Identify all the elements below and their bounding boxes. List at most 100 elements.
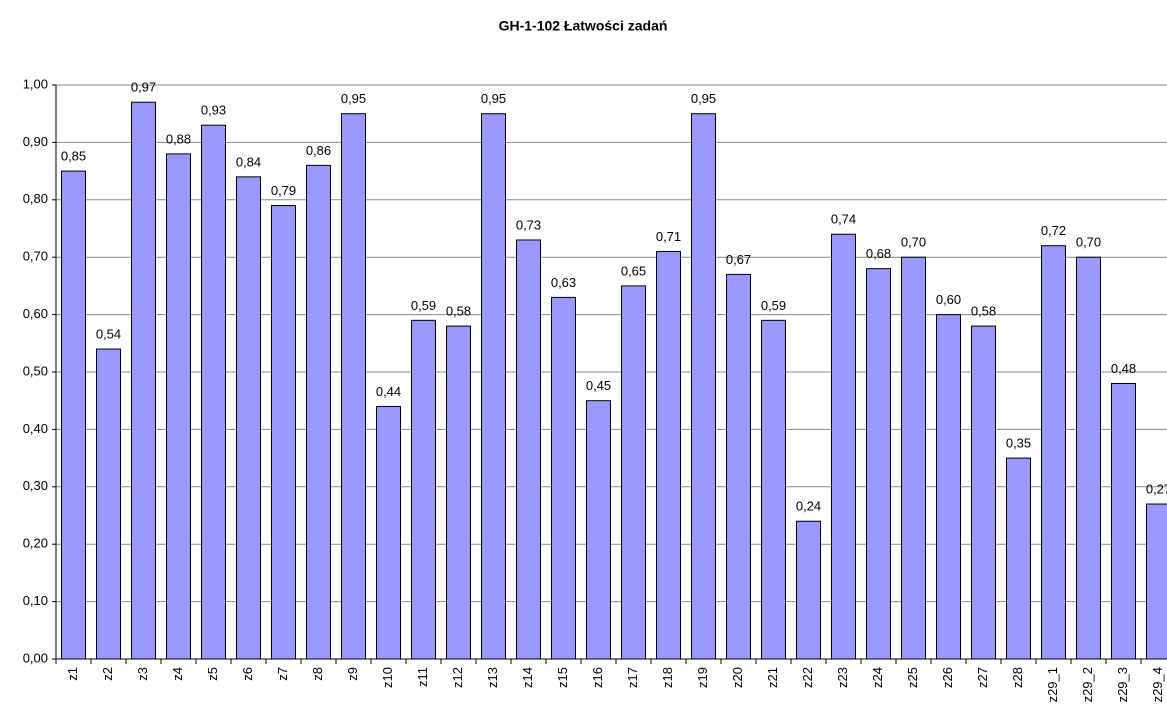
data-label: 0,73	[516, 217, 541, 232]
data-label: 0,24	[796, 499, 821, 514]
bar	[61, 170, 86, 660]
bar	[96, 348, 121, 660]
x-tick-label: z15	[555, 667, 570, 688]
bar	[656, 250, 681, 660]
bar	[586, 400, 611, 660]
bar	[166, 153, 191, 660]
bar	[411, 319, 436, 660]
y-tick-label: 0,60	[23, 306, 48, 321]
bar	[1041, 245, 1066, 660]
bar	[201, 124, 226, 660]
bar	[1006, 457, 1031, 660]
data-label: 0,95	[691, 91, 716, 106]
bar	[341, 113, 366, 660]
x-tick-label: z2	[100, 667, 115, 681]
x-tick-label: z26	[940, 667, 955, 688]
chart-title: GH-1-102 Łatwości zadań	[499, 18, 668, 34]
x-tick-label: z29_4	[1150, 667, 1165, 702]
x-tick-label: z29_3	[1115, 667, 1130, 702]
data-label: 0,63	[551, 275, 576, 290]
y-tick-label: 0,30	[23, 478, 48, 493]
data-label: 0,58	[971, 304, 996, 319]
x-tick-label: z8	[310, 667, 325, 681]
x-tick-label: z29_1	[1045, 667, 1060, 702]
x-tick-label: z20	[730, 667, 745, 688]
bar	[271, 205, 296, 660]
x-tick-label: z21	[765, 667, 780, 688]
x-tick-label: z10	[380, 667, 395, 688]
bar	[516, 239, 541, 660]
data-label: 0,27	[1146, 481, 1167, 496]
x-tick-label: z11	[415, 667, 430, 687]
data-label: 0,70	[1076, 235, 1101, 250]
x-tick-label: z14	[520, 667, 535, 688]
x-tick-label: z27	[975, 667, 990, 688]
data-label: 0,74	[831, 212, 856, 227]
x-tick-label: z24	[870, 667, 885, 688]
x-tick-label: z7	[275, 667, 290, 681]
bar	[551, 296, 576, 660]
bar	[831, 233, 856, 660]
bar	[306, 164, 331, 660]
x-tick-label: z5	[205, 667, 220, 681]
x-tick-label: z19	[695, 667, 710, 688]
x-tick-label: z28	[1010, 667, 1025, 688]
bar	[761, 319, 786, 660]
x-tick-label: z4	[170, 667, 185, 681]
x-tick-label: z3	[135, 667, 150, 681]
y-tick-label: 0,20	[23, 536, 48, 551]
data-label: 0,67	[726, 252, 751, 267]
y-tick-label: 0,10	[23, 593, 48, 608]
x-tick-label: z9	[345, 667, 360, 681]
y-tick-label: 0,80	[23, 191, 48, 206]
bar	[376, 405, 401, 660]
data-label: 0,60	[936, 292, 961, 307]
bar	[481, 113, 506, 660]
bar	[131, 101, 156, 660]
data-label: 0,88	[166, 131, 191, 146]
data-label: 0,97	[131, 80, 156, 95]
data-label: 0,45	[586, 378, 611, 393]
x-tick-label: z6	[240, 667, 255, 681]
data-label: 0,68	[866, 246, 891, 261]
data-label: 0,79	[271, 183, 296, 198]
x-tick-label: z29_2	[1080, 667, 1095, 702]
x-tick-label: z17	[625, 667, 640, 688]
x-tick-label: z18	[660, 667, 675, 688]
bar	[236, 176, 261, 660]
data-label: 0,58	[446, 304, 471, 319]
data-label: 0,59	[411, 298, 436, 313]
bar	[936, 314, 961, 660]
bar	[1111, 382, 1136, 660]
data-label: 0,35	[1006, 436, 1031, 451]
bar	[796, 520, 821, 660]
data-label: 0,93	[201, 103, 226, 118]
data-label: 0,86	[306, 143, 331, 158]
data-label: 0,84	[236, 154, 261, 169]
bar	[621, 285, 646, 660]
bar	[691, 113, 716, 660]
x-tick-label: z16	[590, 667, 605, 688]
data-label: 0,65	[621, 263, 646, 278]
y-tick-label: 0,70	[23, 249, 48, 264]
bar	[1076, 256, 1101, 660]
x-tick-label: z12	[450, 667, 465, 688]
data-label: 0,95	[341, 91, 366, 106]
data-label: 0,54	[96, 326, 121, 341]
data-label: 0,85	[61, 149, 86, 164]
y-tick-label: 0,40	[23, 421, 48, 436]
data-label: 0,72	[1041, 223, 1066, 238]
y-tick-label: 1,00	[23, 76, 48, 91]
data-label: 0,59	[761, 298, 786, 313]
data-label: 0,70	[901, 235, 926, 250]
y-tick-label: 0,00	[23, 650, 48, 665]
bar	[901, 256, 926, 660]
bar	[971, 325, 996, 660]
y-tick-label: 0,90	[23, 134, 48, 149]
bar	[726, 273, 751, 660]
bar	[1146, 503, 1167, 660]
x-tick-label: z25	[905, 667, 920, 688]
x-tick-label: z1	[65, 667, 80, 681]
bar	[446, 325, 471, 660]
